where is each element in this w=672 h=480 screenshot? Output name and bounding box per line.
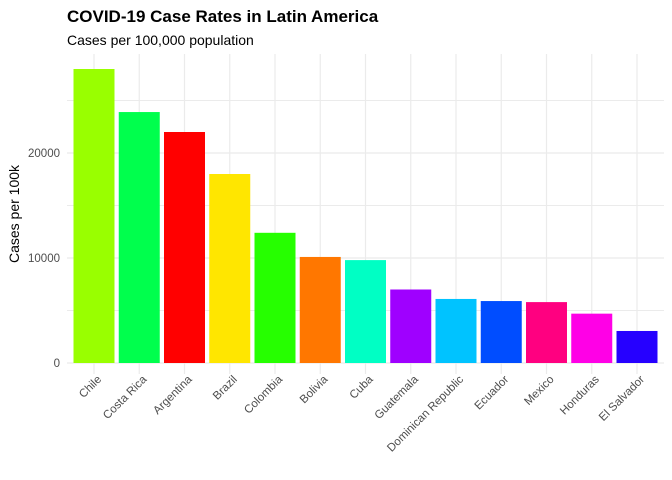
bar-costa-rica	[118, 112, 160, 363]
bar-bolivia	[299, 256, 341, 363]
y-axis-ticks: 0 10000 20000	[28, 148, 60, 370]
y-tick-label: 10000	[28, 253, 60, 265]
bar-colombia	[254, 232, 296, 363]
x-tick-label: Costa Rica	[101, 373, 150, 422]
bar-honduras	[571, 313, 613, 363]
x-tick-label: Guatemala	[373, 373, 422, 422]
x-tick-label: Chile	[77, 374, 104, 401]
bar-ecuador	[480, 301, 522, 363]
chart-title: COVID-19 Case Rates in Latin America	[67, 7, 379, 26]
bar-cuba	[345, 260, 386, 363]
bar-brazil	[209, 174, 251, 363]
x-tick-label: Brazil	[211, 374, 240, 403]
x-tick-label: Dominican Republic	[385, 373, 466, 454]
bar-dominican-republic	[435, 298, 477, 363]
y-tick-label: 20000	[28, 148, 60, 160]
bars	[73, 69, 658, 363]
bar-el-salvador	[616, 330, 658, 363]
x-tick-label: Colombia	[242, 373, 285, 416]
x-tick-label: Honduras	[558, 373, 602, 417]
x-tick-label: Mexico	[522, 374, 556, 408]
y-axis-title: Cases per 100k	[6, 164, 22, 263]
bar-mexico	[526, 302, 567, 363]
x-tick-label: Argentina	[151, 373, 195, 417]
y-tick-label: 0	[54, 358, 60, 370]
bar-argentina	[164, 132, 205, 363]
x-tick-label: Cuba	[348, 373, 376, 401]
chart-subtitle: Cases per 100,000 population	[67, 32, 254, 48]
x-tick-label: Bolivia	[298, 373, 331, 406]
x-tick-label: El Salvador	[597, 374, 647, 424]
bar-chile	[73, 69, 115, 363]
x-tick-label: Ecuador	[473, 374, 512, 413]
bar-guatemala	[390, 289, 432, 363]
